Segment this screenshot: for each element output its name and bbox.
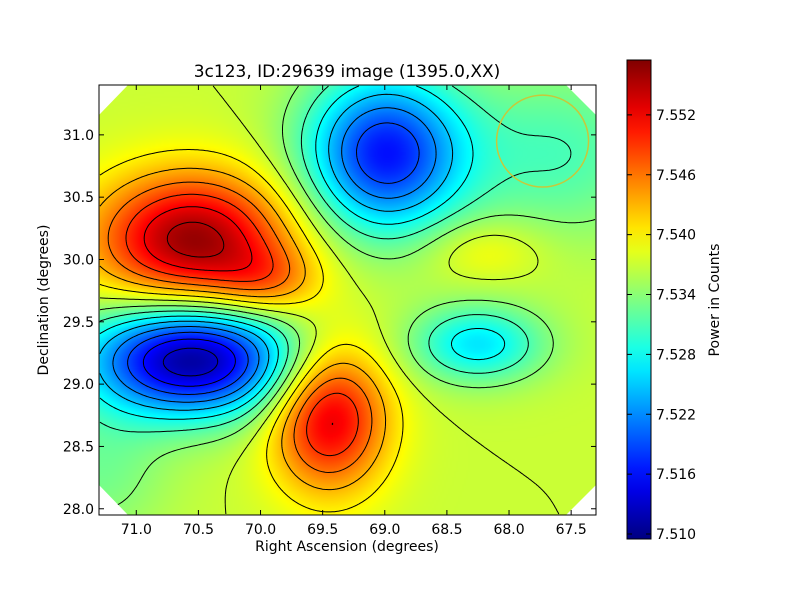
heatmap-image — [99, 85, 596, 515]
y-tick-label: 28.5 — [63, 439, 94, 455]
beam-circle — [495, 94, 590, 188]
y-tick-label: 29.5 — [63, 315, 94, 331]
x-axis-label: Right Ascension (degrees) — [255, 539, 439, 555]
plot-frame — [98, 84, 597, 516]
colorbar-tick-label: 7.516 — [656, 467, 696, 483]
contour-level-2 — [127, 122, 420, 395]
x-tick-label: 69.0 — [369, 522, 400, 538]
contour-level-13 — [143, 206, 334, 426]
contour-level-7 — [99, 85, 596, 510]
colorbar-gradient — [627, 60, 651, 539]
colorbar-frame — [626, 59, 652, 540]
contour-level-11 — [107, 181, 373, 473]
colorbar-tick-label: 7.546 — [656, 168, 696, 184]
colorbar-tick-label: 7.540 — [656, 228, 696, 244]
chart-title: 3c123, ID:29639 image (1395.0,XX) — [194, 62, 501, 82]
contour-level-10 — [99, 167, 387, 491]
y-tick-label: 30.5 — [63, 190, 94, 206]
colorbar: 7.510 7.516 7.522 7.528 7.534 7.540 7.546 7.552… — [626, 59, 723, 543]
contour-level-9 — [99, 149, 404, 513]
x-tick-label: 71.0 — [121, 522, 152, 538]
x-tick-label: 69.5 — [307, 522, 338, 538]
contour-level-8 — [99, 85, 560, 515]
colorbar-ticks: 7.510 7.516 7.522 7.528 7.534 7.540 7.546 7.552 — [627, 108, 696, 543]
y-axis: 28.0 28.5 29.0 29.5 30.0 30.5 31.0 — [63, 128, 596, 518]
contour-level-1 — [142, 338, 236, 387]
contour-level-4 — [99, 93, 454, 411]
y-tick-label: 30.0 — [63, 252, 94, 268]
colorbar-tick-label: 7.522 — [656, 407, 696, 423]
y-tick-label: 28.0 — [63, 502, 94, 518]
colorbar-tick-label: 7.534 — [656, 288, 696, 304]
x-tick-label: 68.5 — [431, 522, 462, 538]
x-tick-label: 70.0 — [245, 522, 276, 538]
colorbar-tick-label: 7.528 — [656, 347, 696, 363]
colorbar-label: Power in Counts — [707, 244, 723, 357]
contour-level-14 — [166, 221, 225, 258]
contour-level-12 — [125, 193, 359, 457]
y-tick-label: 29.0 — [63, 377, 94, 393]
contour-level-5 — [99, 85, 506, 420]
contour-level-6 — [99, 85, 572, 433]
y-axis-label: Declination (degrees) — [36, 225, 52, 376]
x-tick-label: 67.5 — [556, 522, 587, 538]
contour-level-3 — [112, 107, 437, 403]
contour-lines — [99, 85, 596, 515]
plot-area — [98, 84, 597, 516]
colorbar-tick-label: 7.552 — [656, 108, 696, 124]
contour-level-0 — [162, 347, 219, 377]
y-tick-label: 31.0 — [63, 128, 94, 144]
colorbar-tick-label: 7.510 — [656, 527, 696, 543]
x-tick-label: 68.0 — [493, 522, 524, 538]
x-tick-label: 70.5 — [183, 522, 214, 538]
x-axis: 71.0 70.5 70.0 69.5 69.0 68.5 68.0 67.5 — [121, 85, 587, 538]
